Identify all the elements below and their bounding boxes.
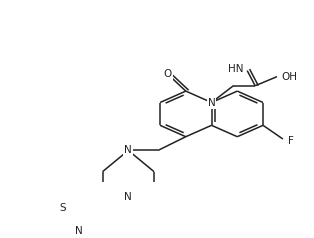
Text: F: F [288,135,294,145]
Text: N: N [124,145,132,155]
Text: HN: HN [228,64,243,74]
Text: S: S [59,203,66,213]
Text: N: N [124,192,132,202]
Text: N: N [75,226,83,236]
Text: O: O [164,69,172,79]
Text: N: N [208,98,215,108]
Text: OH: OH [281,72,297,82]
